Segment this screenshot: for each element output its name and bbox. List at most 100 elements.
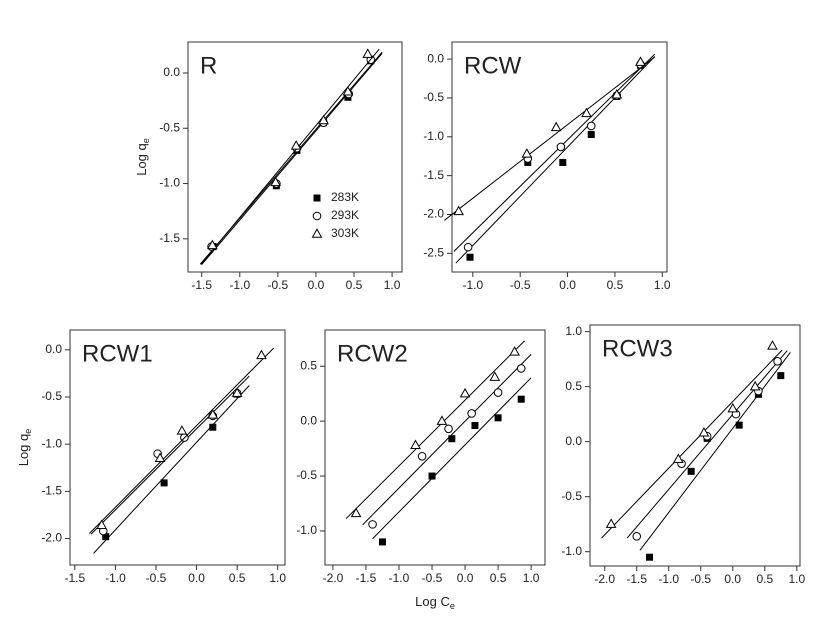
marker-triangle xyxy=(749,380,761,391)
marker-square xyxy=(687,467,695,475)
marker-square xyxy=(559,158,567,166)
marker-triangle xyxy=(207,239,218,250)
marker-square xyxy=(448,435,456,443)
y-tick-label: -1.0 xyxy=(41,436,62,450)
x-tick-label: -1.5 xyxy=(356,571,377,585)
marker-triangle xyxy=(459,387,471,398)
x-tick-label: -0.5 xyxy=(422,571,443,585)
marker-triangle xyxy=(270,176,281,187)
panel-title: R xyxy=(200,52,217,79)
marker-circle xyxy=(773,357,782,366)
x-tick-label: -2.0 xyxy=(323,571,344,585)
x-axis-label-main: Log C xyxy=(415,594,450,609)
panel-title: RCW2 xyxy=(337,340,408,367)
y-tick-label: -1.5 xyxy=(423,168,444,182)
fit-line xyxy=(90,375,250,535)
x-tick-label: -0.5 xyxy=(510,278,531,292)
fit-line xyxy=(362,354,532,526)
y-tick-label: 0.0 xyxy=(565,434,582,448)
marker-triangle xyxy=(727,402,739,413)
fit-line xyxy=(453,53,656,252)
y-tick-label: -0.5 xyxy=(296,468,317,482)
panel-title: RCW3 xyxy=(602,335,673,362)
marker-triangle xyxy=(672,453,684,463)
x-tick-label: 1.0 xyxy=(788,572,805,586)
x-axis-label: Log Ce xyxy=(415,594,455,611)
y-tick-label: -2.0 xyxy=(41,531,62,545)
y-tick-label: -2.0 xyxy=(423,207,444,221)
marker-triangle xyxy=(410,439,421,450)
x-tick-label: 0.5 xyxy=(346,278,363,292)
y-tick-label: -1.0 xyxy=(561,544,582,558)
x-tick-label: 1.0 xyxy=(384,278,401,292)
x-axis-label-sub: e xyxy=(450,601,455,611)
marker-square xyxy=(587,130,595,138)
y-tick-label: -0.5 xyxy=(41,389,62,403)
marker-circle xyxy=(444,424,453,434)
y-tick-label: 0.5 xyxy=(565,379,582,393)
y-tick-label: 1.0 xyxy=(565,324,582,338)
marker-square xyxy=(466,253,474,261)
marker-triangle xyxy=(581,107,592,118)
panel-title: RCW1 xyxy=(82,340,153,367)
marker-triangle xyxy=(176,425,188,435)
marker-circle xyxy=(417,451,427,461)
marker-triangle xyxy=(311,228,323,238)
marker-square xyxy=(313,194,321,202)
marker-square xyxy=(471,422,479,430)
y-axis-label-sub: e xyxy=(23,429,33,434)
y-tick-label: -1.0 xyxy=(423,129,444,143)
x-tick-label: -0.5 xyxy=(146,571,167,585)
marker-circle xyxy=(368,520,377,529)
y-axis-label: Log qe xyxy=(16,429,33,467)
x-tick-label: 0.0 xyxy=(457,571,474,585)
y-tick-label: -1.0 xyxy=(159,176,180,190)
x-tick-label: 0.5 xyxy=(756,572,773,586)
x-tick-label: -1.0 xyxy=(229,278,250,292)
x-tick-label: 0.0 xyxy=(188,571,205,585)
fit-line xyxy=(455,56,656,264)
y-tick-label: 0.0 xyxy=(427,51,444,65)
marker-triangle xyxy=(550,121,562,132)
y-tick-label: -0.5 xyxy=(159,120,180,134)
marker-triangle xyxy=(611,89,623,99)
marker-circle xyxy=(467,409,476,418)
y-axis-label: Log qe xyxy=(134,138,151,176)
y-tick-label: -0.5 xyxy=(423,90,444,104)
marker-circle xyxy=(493,388,503,397)
plot-frame xyxy=(324,329,546,566)
plot-frame xyxy=(451,41,668,273)
x-tick-label: -0.5 xyxy=(268,278,289,292)
y-tick-label: 0.0 xyxy=(163,65,180,79)
plot-frame xyxy=(187,41,403,273)
y-axis-label-main: Log q xyxy=(134,143,149,176)
marker-triangle xyxy=(231,387,243,397)
marker-square xyxy=(160,479,168,487)
y-tick-label: -1.5 xyxy=(41,484,62,498)
x-tick-label: 0.0 xyxy=(559,278,576,292)
fit-line xyxy=(89,347,274,534)
marker-triangle xyxy=(96,519,107,530)
x-tick-label: -1.0 xyxy=(389,571,410,585)
marker-square xyxy=(735,421,743,429)
marker-circle xyxy=(312,211,322,221)
fit-line xyxy=(200,48,380,265)
x-tick-label: 0.5 xyxy=(229,571,246,585)
y-tick-label: 0.5 xyxy=(300,358,317,372)
plot-frame xyxy=(589,324,801,567)
fit-line xyxy=(639,352,791,551)
x-tick-label: 0.5 xyxy=(490,571,507,585)
x-tick-label: -1.5 xyxy=(191,278,212,292)
x-tick-label: -1.5 xyxy=(626,572,647,586)
marker-circle xyxy=(463,242,473,252)
marker-circle xyxy=(632,531,642,541)
x-tick-label: -0.5 xyxy=(690,572,711,586)
marker-triangle xyxy=(154,452,166,463)
y-tick-label: 0.0 xyxy=(300,413,317,427)
fit-line xyxy=(601,349,783,539)
marker-triangle xyxy=(342,85,354,96)
marker-triangle xyxy=(256,349,267,360)
marker-square xyxy=(428,472,436,480)
legend-label: 283K xyxy=(331,190,359,204)
